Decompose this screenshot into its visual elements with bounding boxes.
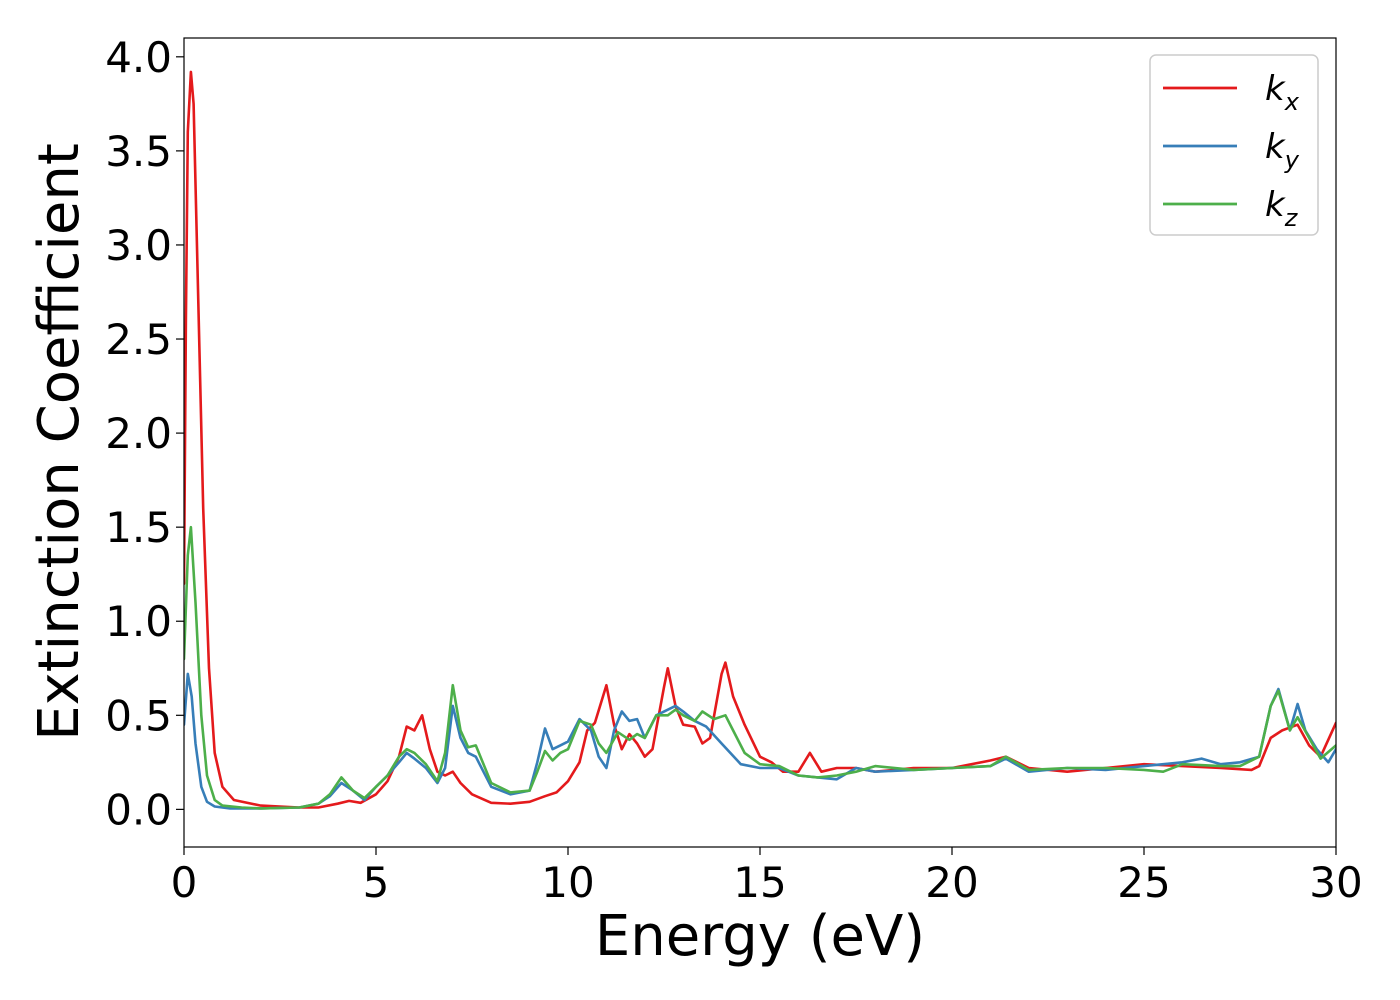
legend-label-subscript: z xyxy=(1284,204,1299,232)
series-layer xyxy=(184,70,1336,810)
x-tick-label: 10 xyxy=(541,858,594,907)
x-tick-label: 25 xyxy=(1117,858,1170,907)
y-axis: 0.0 0.5 1.0 1.5 2.0 2.5 3.0 3.5 4.0 xyxy=(105,33,184,834)
y-tick-label: 1.5 xyxy=(105,503,172,552)
series-line-kz xyxy=(184,525,1336,810)
legend-label-kx: kx xyxy=(1265,69,1300,116)
x-tick-label: 5 xyxy=(363,858,390,907)
y-tick-label: 1.0 xyxy=(105,597,172,646)
y-tick-label: 2.0 xyxy=(105,409,172,458)
legend-label-ky: ky xyxy=(1265,127,1300,174)
x-tick-label: 20 xyxy=(925,858,978,907)
legend-label-kz: kz xyxy=(1265,185,1299,232)
series-line-ky xyxy=(184,672,1336,810)
y-tick-label: 3.5 xyxy=(105,127,172,176)
legend-label-main: k xyxy=(1265,127,1286,167)
x-axis-title: Energy (eV) xyxy=(595,904,925,969)
y-tick-label: 4.0 xyxy=(105,33,172,82)
legend-label-main: k xyxy=(1265,185,1286,225)
y-axis-title: Extinction Coefficient xyxy=(27,143,92,741)
y-tick-label: 0.0 xyxy=(105,785,172,834)
legend-label-subscript: y xyxy=(1284,146,1300,174)
x-tick-label: 0 xyxy=(171,858,198,907)
x-tick-label: 30 xyxy=(1309,858,1362,907)
y-tick-label: 0.5 xyxy=(105,691,172,740)
y-tick-label: 2.5 xyxy=(105,315,172,364)
x-tick-label: 15 xyxy=(733,858,786,907)
legend-label-main: k xyxy=(1265,69,1286,109)
x-axis: 0 5 10 15 20 25 30 xyxy=(171,847,1363,907)
y-tick-label: 3.0 xyxy=(105,221,172,270)
legend-label-subscript: x xyxy=(1284,88,1300,116)
